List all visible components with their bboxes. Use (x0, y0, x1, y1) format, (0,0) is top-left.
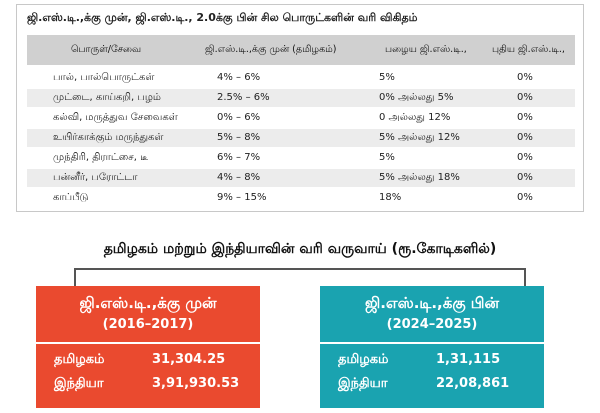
cell-old-gst: 5% (379, 152, 395, 163)
connector-tick (524, 268, 526, 288)
table-header: பொருள்/சேவை ஜி.எஸ்.டி.,க்கு முன் (தமிழகம… (27, 35, 575, 65)
cell-before-gst: 5% – 8% (217, 132, 261, 143)
tax-rate-table: ஜி.எஸ்.டி.,க்கு முன், ஜி.எஸ்.டி., 2.0க்க… (16, 4, 584, 212)
card-divider (320, 342, 544, 344)
cell-new-gst: 0% (517, 92, 533, 103)
cell-new-gst: 0% (517, 132, 533, 143)
cell-new-gst: 0% (517, 72, 533, 83)
header-new-gst: புதிய ஜி.எஸ்.டி., (492, 44, 565, 55)
table-row: பன்னீர், பரோட்டா 4% – 8% 5% அல்லது 18% 0… (27, 169, 575, 187)
country-value: 3,91,930.53 (152, 376, 240, 391)
table-row: கல்வி, மருத்துவ சேவைகள் 0% – 6% 0 அல்லது… (27, 109, 575, 127)
cell-item: பால், பால்பொருட்கள் (53, 72, 155, 83)
state-value: 1,31,115 (436, 352, 501, 367)
cell-old-gst: 5% (379, 72, 395, 83)
table-row: முந்திரி, திராட்சை, டீ 6% – 7% 5% 0% (27, 149, 575, 167)
before-gst-card: ஜி.எஸ்.டி.,க்கு முன் (2016–2017) தமிழகம்… (36, 286, 260, 408)
cell-new-gst: 0% (517, 112, 533, 123)
cell-before-gst: 0% – 6% (217, 112, 261, 123)
connector-line (74, 268, 526, 270)
country-label: இந்தியா (54, 376, 104, 391)
cell-before-gst: 2.5% – 6% (217, 92, 270, 103)
country-value: 22,08,861 (436, 376, 510, 391)
cell-item: உயிர்காக்கும் மருந்துகள் (53, 132, 164, 143)
state-label: தமிழகம் (338, 352, 389, 367)
revenue-title: தமிழகம் மற்றும் இந்தியாவின் வரி வருவாய் … (103, 241, 497, 257)
cell-before-gst: 6% – 7% (217, 152, 261, 163)
table-row: முட்டை, காய்கறி, பழம் 2.5% – 6% 0% அல்லத… (27, 89, 575, 107)
after-gst-years: (2024–2025) (386, 317, 478, 332)
cell-item: காப்பீடு (53, 192, 89, 203)
cell-new-gst: 0% (517, 152, 533, 163)
country-label: இந்தியா (338, 376, 388, 391)
table-row: பால், பால்பொருட்கள் 4% – 6% 5% 0% (27, 69, 575, 87)
cell-item: கல்வி, மருத்துவ சேவைகள் (53, 112, 178, 123)
before-gst-years: (2016–2017) (102, 317, 194, 332)
cell-item: பன்னீர், பரோட்டா (53, 172, 138, 183)
cell-old-gst: 0 அல்லது 12% (379, 112, 451, 123)
cell-before-gst: 9% – 15% (217, 192, 267, 203)
cell-new-gst: 0% (517, 192, 533, 203)
table-row: உயிர்காக்கும் மருந்துகள் 5% – 8% 5% அல்ல… (27, 129, 575, 147)
header-old-gst: பழைய ஜி.எஸ்.டி., (385, 44, 467, 55)
state-label: தமிழகம் (54, 352, 105, 367)
table-title: ஜி.எஸ்.டி.,க்கு முன், ஜி.எஸ்.டி., 2.0க்க… (27, 11, 418, 24)
header-before-gst: ஜி.எஸ்.டி.,க்கு முன் (தமிழகம்) (205, 44, 337, 55)
table-row: காப்பீடு 9% – 15% 18% 0% (27, 189, 575, 207)
cell-new-gst: 0% (517, 172, 533, 183)
cell-before-gst: 4% – 6% (217, 72, 261, 83)
cell-before-gst: 4% – 8% (217, 172, 261, 183)
after-gst-card: ஜி.எஸ்.டி.,க்கு பின் (2024–2025) தமிழகம்… (320, 286, 544, 408)
cell-old-gst: 5% அல்லது 18% (379, 172, 460, 183)
cell-old-gst: 0% அல்லது 5% (379, 92, 454, 103)
cell-item: முந்திரி, திராட்சை, டீ (53, 152, 149, 163)
header-item: பொருள்/சேவை (71, 44, 142, 55)
after-gst-title: ஜி.எஸ்.டி.,க்கு பின் (364, 294, 500, 312)
cell-item: முட்டை, காய்கறி, பழம் (53, 92, 161, 103)
state-value: 31,304.25 (152, 352, 226, 367)
card-divider (36, 342, 260, 344)
cell-old-gst: 5% அல்லது 12% (379, 132, 460, 143)
before-gst-title: ஜி.எஸ்.டி.,க்கு முன் (79, 294, 217, 312)
cell-old-gst: 18% (379, 192, 402, 203)
connector-tick (74, 268, 76, 288)
